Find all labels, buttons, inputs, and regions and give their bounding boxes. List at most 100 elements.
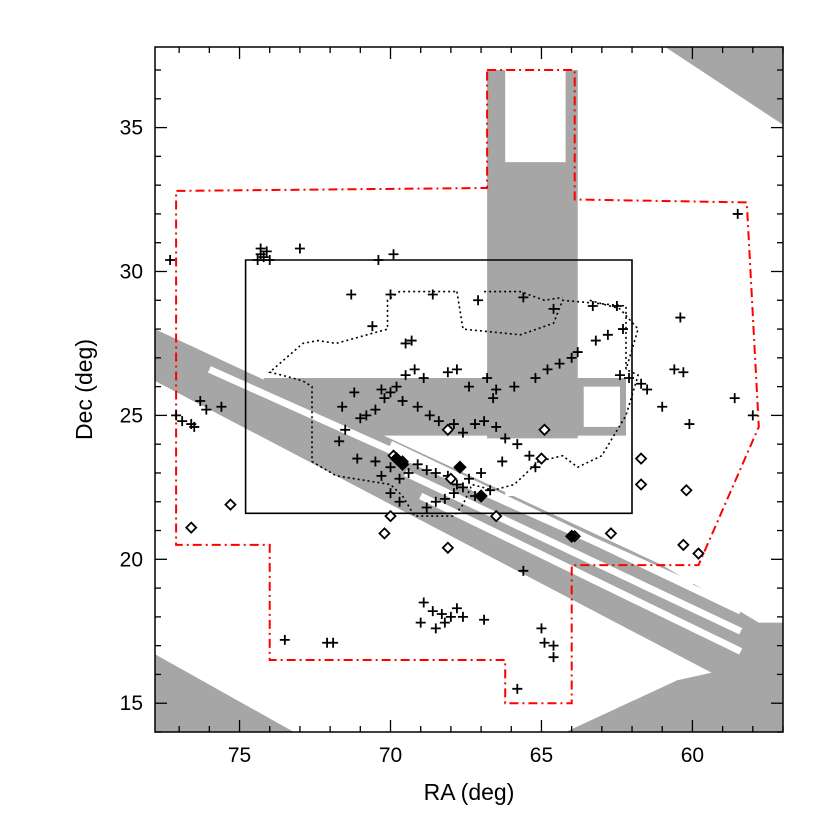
plus-marker bbox=[294, 243, 305, 254]
plus-marker bbox=[421, 465, 432, 476]
plus-marker bbox=[747, 410, 758, 421]
plus-marker bbox=[512, 439, 523, 450]
diamond-marker bbox=[224, 498, 237, 511]
plus-marker bbox=[195, 396, 206, 407]
plus-marker bbox=[394, 473, 405, 484]
plus-marker bbox=[361, 410, 372, 421]
plus-marker bbox=[397, 396, 408, 407]
diamond-marker bbox=[680, 483, 693, 497]
plus-marker bbox=[512, 683, 523, 694]
plus-marker bbox=[675, 312, 686, 323]
plus-marker bbox=[488, 393, 499, 404]
plus-marker bbox=[376, 470, 387, 481]
plus-marker bbox=[439, 617, 450, 628]
diamond-marker bbox=[535, 452, 548, 465]
diamond-marker bbox=[634, 452, 648, 465]
plus-marker bbox=[476, 467, 487, 478]
plus-marker bbox=[430, 467, 441, 478]
plus-marker bbox=[617, 324, 628, 335]
diamond-marker bbox=[538, 423, 551, 437]
plus-marker bbox=[439, 493, 450, 504]
dotted-region-layer bbox=[268, 290, 640, 517]
dotted-region bbox=[484, 290, 563, 302]
plus-marker bbox=[261, 246, 272, 257]
plus-marker bbox=[470, 419, 481, 430]
plot-frame bbox=[154, 46, 784, 733]
diamond-marker bbox=[441, 541, 455, 555]
plus-marker bbox=[464, 473, 474, 484]
plus-marker bbox=[355, 413, 366, 424]
y-axis-title: Dec (deg) bbox=[71, 339, 97, 440]
coverage-stripe bbox=[388, 441, 743, 615]
plus-marker bbox=[379, 393, 390, 404]
diamond-marker bbox=[378, 527, 391, 540]
plus-marker bbox=[485, 485, 496, 496]
plus-marker bbox=[684, 419, 695, 430]
marker-layer bbox=[165, 208, 758, 694]
axis-tick-layer: 75 70 65 60 15 20 25 30 35 bbox=[120, 47, 784, 767]
plus-marker bbox=[391, 381, 402, 392]
plus-marker bbox=[279, 634, 290, 645]
plus-marker bbox=[403, 467, 414, 478]
plus-marker bbox=[464, 381, 474, 392]
plus-marker bbox=[430, 623, 441, 634]
plus-marker bbox=[352, 453, 363, 464]
x-tick-label: 70 bbox=[379, 744, 402, 767]
diamond-marker bbox=[441, 423, 455, 437]
plus-marker bbox=[409, 364, 420, 375]
plus-marker bbox=[349, 387, 360, 398]
plus-marker bbox=[590, 335, 601, 346]
plus-marker bbox=[518, 292, 529, 303]
x-tick-label: 65 bbox=[530, 744, 553, 767]
y-tick-label: 25 bbox=[120, 404, 143, 427]
plus-marker bbox=[497, 456, 508, 467]
plus-marker bbox=[448, 419, 459, 430]
plus-marker bbox=[418, 372, 429, 383]
plus-marker bbox=[587, 301, 598, 312]
filled-diamond-marker bbox=[453, 460, 467, 474]
plus-marker bbox=[388, 249, 399, 260]
diamond-marker bbox=[604, 527, 618, 540]
filled-diamond-marker bbox=[395, 457, 410, 472]
plus-marker bbox=[451, 479, 462, 490]
coverage-gap bbox=[505, 70, 566, 163]
plus-marker bbox=[491, 384, 502, 395]
plus-marker bbox=[442, 367, 453, 378]
plus-marker bbox=[457, 611, 468, 622]
diamond-marker bbox=[444, 472, 458, 485]
coverage-region bbox=[466, 657, 783, 732]
plus-marker bbox=[171, 410, 182, 421]
plus-marker bbox=[624, 372, 635, 383]
plus-marker bbox=[602, 329, 613, 340]
plus-marker bbox=[457, 427, 468, 438]
plus-marker bbox=[177, 416, 188, 427]
plus-marker bbox=[334, 436, 345, 447]
plus-marker bbox=[433, 416, 444, 427]
plus-marker bbox=[201, 404, 212, 415]
plus-marker bbox=[636, 378, 647, 389]
plus-marker bbox=[430, 496, 441, 507]
plus-marker bbox=[186, 419, 197, 430]
diamond-marker bbox=[384, 509, 397, 523]
plus-marker bbox=[264, 254, 275, 265]
plus-marker bbox=[678, 367, 689, 378]
plus-marker bbox=[518, 565, 529, 576]
dotted-region bbox=[589, 299, 639, 370]
plus-marker bbox=[457, 482, 468, 493]
plus-marker bbox=[572, 347, 583, 358]
plus-marker bbox=[346, 289, 357, 300]
plus-marker bbox=[500, 433, 511, 444]
plus-marker bbox=[370, 456, 381, 467]
y-tick-label: 30 bbox=[120, 260, 143, 283]
coverage-stripe bbox=[419, 492, 743, 655]
coverage-region bbox=[155, 654, 294, 732]
plus-marker bbox=[732, 208, 743, 219]
plus-marker bbox=[328, 637, 339, 648]
y-tick-label: 15 bbox=[120, 692, 143, 715]
plus-marker bbox=[530, 462, 541, 473]
plus-marker bbox=[657, 401, 668, 412]
field-box-layer bbox=[244, 259, 633, 515]
plus-marker bbox=[424, 410, 435, 421]
plus-marker bbox=[473, 295, 484, 306]
plus-marker bbox=[566, 352, 577, 363]
